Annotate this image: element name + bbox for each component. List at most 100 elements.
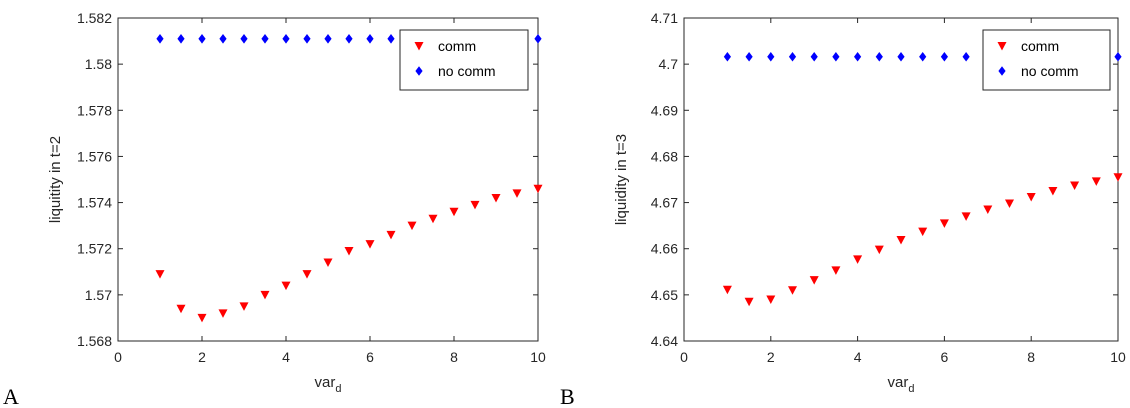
x-axis-label-subscript: d bbox=[335, 383, 341, 395]
data-point bbox=[853, 255, 863, 264]
series-comm bbox=[722, 173, 1123, 307]
data-point bbox=[918, 227, 928, 237]
plot-area bbox=[117, 17, 539, 342]
y-tick-label: 4.7 bbox=[659, 56, 679, 72]
data-point bbox=[983, 205, 993, 214]
data-point bbox=[281, 281, 291, 291]
x-axis-label-subscript: d bbox=[908, 383, 914, 395]
data-point bbox=[177, 33, 185, 44]
y-tick-label: 1.574 bbox=[77, 195, 112, 211]
data-point bbox=[155, 270, 165, 279]
legend-box bbox=[982, 29, 1111, 91]
data-point bbox=[240, 33, 248, 44]
y-tick-label: 4.66 bbox=[651, 241, 678, 257]
data-point bbox=[366, 33, 374, 44]
series-no-comm bbox=[723, 51, 1122, 62]
data-point bbox=[428, 214, 438, 224]
x-tick-label: 4 bbox=[282, 349, 290, 365]
x-tick-label: 6 bbox=[941, 349, 949, 365]
legend-label: no comm bbox=[438, 63, 496, 79]
data-point bbox=[745, 51, 753, 62]
data-point bbox=[831, 266, 841, 275]
data-point bbox=[512, 189, 522, 198]
x-tick-label: 4 bbox=[854, 349, 862, 365]
data-point bbox=[197, 313, 207, 323]
data-point bbox=[323, 258, 333, 268]
data-point bbox=[1005, 199, 1014, 208]
data-point bbox=[875, 51, 883, 62]
x-tick-label: 2 bbox=[198, 349, 206, 365]
x-tick-label: 10 bbox=[530, 349, 546, 365]
data-point bbox=[788, 286, 797, 295]
data-point bbox=[919, 51, 927, 62]
data-point bbox=[722, 285, 732, 295]
data-point bbox=[962, 51, 970, 62]
data-point bbox=[940, 51, 948, 62]
data-point bbox=[961, 212, 971, 221]
data-point bbox=[1070, 181, 1080, 190]
data-point bbox=[832, 51, 840, 62]
data-point bbox=[302, 270, 312, 279]
chart-panel-B: 0 2 4 6 8 10 4.64 4.65 4.66 4.67 4.68 4.69 4.7 4.71 va… bbox=[560, 10, 1126, 408]
series-comm bbox=[155, 184, 543, 323]
data-point bbox=[766, 295, 776, 304]
data-point bbox=[767, 51, 775, 62]
data-point bbox=[1114, 51, 1122, 62]
y-axis-label: liquitity in t=2 bbox=[47, 136, 64, 223]
data-point bbox=[260, 290, 270, 300]
y-tick-label: 1.57 bbox=[85, 287, 112, 303]
y-tick-label: 1.578 bbox=[77, 102, 112, 118]
data-point bbox=[218, 309, 228, 318]
data-point bbox=[198, 33, 206, 44]
y-axis-label: liquidity in t=3 bbox=[613, 134, 630, 225]
data-point bbox=[470, 200, 480, 210]
data-point bbox=[261, 33, 269, 44]
x-tick-label: 6 bbox=[366, 349, 374, 365]
y-tick-label: 4.71 bbox=[651, 10, 678, 26]
legend-box bbox=[399, 29, 529, 91]
x-tick-label: 10 bbox=[1110, 349, 1126, 365]
y-tick-label: 4.69 bbox=[651, 102, 678, 118]
legend-label: no comm bbox=[1021, 63, 1079, 79]
data-point bbox=[407, 221, 417, 231]
legend-marker bbox=[415, 66, 423, 76]
data-point bbox=[239, 302, 249, 311]
data-point bbox=[533, 184, 543, 194]
data-point bbox=[345, 33, 353, 44]
y-tick-label: 1.58 bbox=[85, 56, 112, 72]
data-point bbox=[1026, 193, 1036, 202]
data-point bbox=[534, 33, 542, 44]
data-point bbox=[810, 51, 818, 62]
x-tick-label: 2 bbox=[767, 349, 775, 365]
data-point bbox=[723, 51, 731, 62]
data-point bbox=[491, 193, 501, 203]
data-point bbox=[386, 230, 396, 240]
data-point bbox=[854, 51, 862, 62]
y-tick-label: 1.572 bbox=[77, 241, 112, 257]
data-point bbox=[176, 304, 186, 314]
data-point bbox=[219, 33, 227, 44]
data-point bbox=[156, 33, 164, 44]
x-tick-label: 8 bbox=[1027, 349, 1035, 365]
legend-marker bbox=[997, 42, 1007, 51]
y-tick-label: 4.68 bbox=[651, 148, 678, 164]
y-tick-label: 1.576 bbox=[77, 148, 112, 164]
legend-label: comm bbox=[438, 38, 476, 54]
x-axis-label-base: var bbox=[888, 374, 909, 391]
x-tick-label: 8 bbox=[450, 349, 458, 365]
y-tick-label: 4.65 bbox=[651, 287, 678, 303]
x-axis-label: vard bbox=[315, 374, 342, 395]
data-point bbox=[324, 33, 332, 44]
legend-marker bbox=[998, 66, 1006, 76]
panel-label: A bbox=[3, 384, 19, 408]
y-tick-label: 1.582 bbox=[77, 10, 112, 26]
y-tick-label: 4.67 bbox=[651, 195, 678, 211]
y-tick-label: 4.64 bbox=[651, 333, 678, 349]
legend: comm no comm bbox=[399, 29, 529, 91]
legend: comm no comm bbox=[982, 29, 1111, 91]
data-point bbox=[282, 33, 290, 44]
data-point bbox=[874, 245, 884, 255]
data-point bbox=[1048, 187, 1058, 196]
data-point bbox=[809, 276, 819, 285]
